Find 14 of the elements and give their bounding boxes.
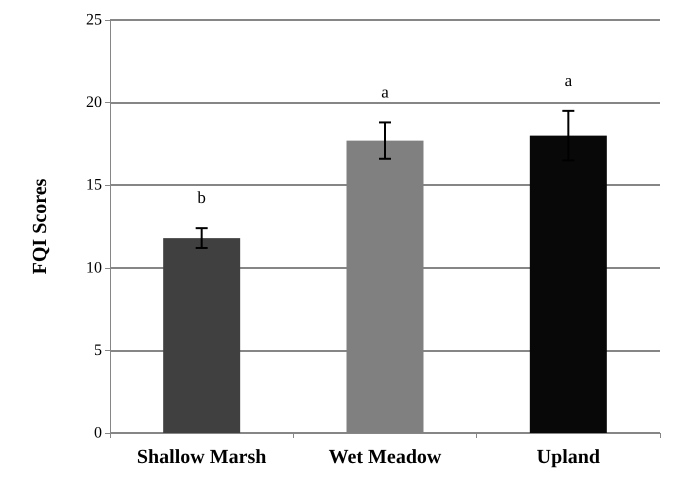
y-tick-label: 5 xyxy=(94,342,102,359)
x-tick-label: Upland xyxy=(536,446,600,468)
annotation: a xyxy=(381,82,390,102)
annotation: b xyxy=(197,188,206,208)
y-tick-label: 25 xyxy=(86,12,102,28)
y-tick-label: 15 xyxy=(86,176,102,194)
y-tick-label: 10 xyxy=(86,259,102,276)
y-axis-title: FQI Scores xyxy=(29,178,51,274)
annotation: a xyxy=(564,70,573,90)
y-tick-label: 20 xyxy=(86,94,102,112)
bar xyxy=(163,238,240,433)
x-tick-label: Wet Meadow xyxy=(328,446,442,468)
x-tick-label: Shallow Marsh xyxy=(136,446,266,468)
y-tick-label: 0 xyxy=(94,424,102,442)
